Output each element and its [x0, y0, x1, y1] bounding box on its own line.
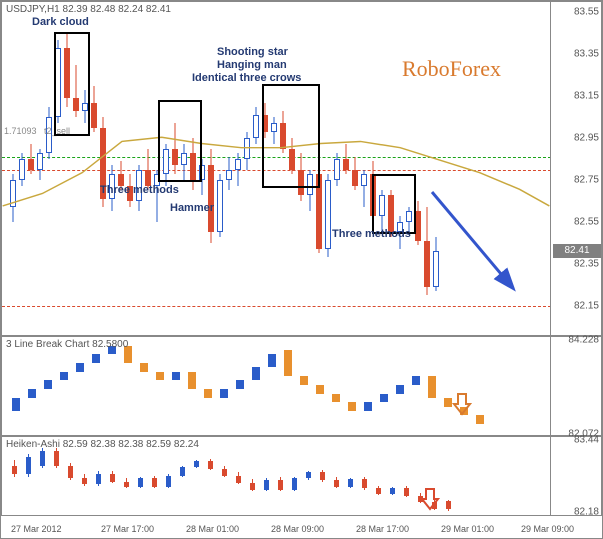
main-price-panel: USDJPY,H1 82.39 82.48 82.24 82.41 RoboFo…	[1, 1, 602, 336]
line-break-bar	[188, 372, 196, 389]
line-break-bar	[220, 389, 228, 398]
main-y-axis: 83.55 83.35 83.15 82.95 82.75 82.55 82.35 82.15…	[550, 2, 601, 335]
line-break-bar	[332, 394, 340, 403]
line-break-bar	[92, 354, 100, 363]
sub2-title: Heiken-Ashi 82.59 82.38 82.38 82.59 82.2…	[6, 439, 199, 450]
line-break-panel: 3 Line Break Chart 82.5800 84.22882.072	[1, 336, 602, 436]
down-arrow-icon	[420, 487, 440, 514]
x-tick-label: 29 Mar 01:00	[441, 524, 494, 534]
x-axis: 27 Mar 2012 27 Mar 17:00 28 Mar 01:00 28 Ma…	[1, 516, 602, 538]
x-tick-label: 29 Mar 09:00	[521, 524, 574, 534]
line-break-bar	[268, 354, 276, 367]
y-tick-label: 82.15	[574, 300, 599, 311]
y-tick-label: 83.55	[574, 7, 599, 18]
chart-container: USDJPY,H1 82.39 82.48 82.24 82.41 RoboFo…	[0, 0, 603, 539]
y-tick-label: 83.44	[574, 435, 599, 446]
y-tick-label: 82.75	[574, 174, 599, 185]
line-break-bar	[444, 398, 452, 407]
line-break-bar	[172, 372, 180, 381]
pattern-label: Three methods	[332, 228, 411, 240]
x-tick-label: 28 Mar 17:00	[356, 524, 409, 534]
x-tick-label: 27 Mar 2012	[11, 524, 62, 534]
y-tick-label: 84.228	[568, 335, 599, 346]
line-break-bar	[380, 394, 388, 403]
line-break-bar	[300, 376, 308, 385]
y-tick-label: 82.95	[574, 133, 599, 144]
y-tick-label: 83.15	[574, 91, 599, 102]
line-break-bar	[44, 380, 52, 389]
heiken-ashi-panel: Heiken-Ashi 82.59 82.38 82.38 82.59 82.2…	[1, 436, 602, 516]
pattern-label: Hammer	[170, 202, 214, 214]
y-tick-label: 83.35	[574, 49, 599, 60]
line-break-bar	[12, 398, 20, 411]
y-tick-label: 82.35	[574, 258, 599, 269]
x-tick-label: 27 Mar 17:00	[101, 524, 154, 534]
line-break-bar	[412, 376, 420, 385]
line-break-bar	[156, 372, 164, 381]
line-break-bar	[348, 402, 356, 411]
down-arrow-icon	[452, 392, 472, 419]
line-break-bar	[28, 389, 36, 398]
pattern-label: Shooting star	[217, 46, 288, 58]
line-break-bar	[316, 385, 324, 394]
line-break-bar	[60, 372, 68, 381]
x-tick-label: 28 Mar 09:00	[271, 524, 324, 534]
sub1-plot[interactable]	[2, 337, 551, 435]
line-break-bar	[204, 389, 212, 398]
y-tick-label: 82.55	[574, 216, 599, 227]
x-tick-label: 28 Mar 01:00	[186, 524, 239, 534]
pattern-label: Dark cloud	[32, 16, 89, 28]
line-break-bar	[476, 415, 484, 424]
sub1-title: 3 Line Break Chart 82.5800	[6, 339, 128, 350]
line-break-bar	[236, 380, 244, 389]
line-break-bar	[364, 402, 372, 411]
current-price-tag: 82.41	[553, 244, 601, 258]
main-plot[interactable]: Dark cloud Three methods Hammer Shooting st…	[2, 2, 551, 335]
line-break-bar	[76, 363, 84, 372]
line-break-bar	[396, 385, 404, 394]
sub1-y-axis: 84.22882.072	[550, 337, 601, 435]
line-break-bar	[140, 363, 148, 372]
sub2-y-axis: 83.4482.18	[550, 437, 601, 515]
line-break-bar	[428, 376, 436, 398]
line-break-bar	[252, 367, 260, 380]
pattern-label: Identical three crows	[192, 72, 301, 84]
pattern-label: Hanging man	[217, 59, 287, 71]
pattern-label: Three methods	[100, 184, 179, 196]
line-break-bar	[284, 350, 292, 376]
